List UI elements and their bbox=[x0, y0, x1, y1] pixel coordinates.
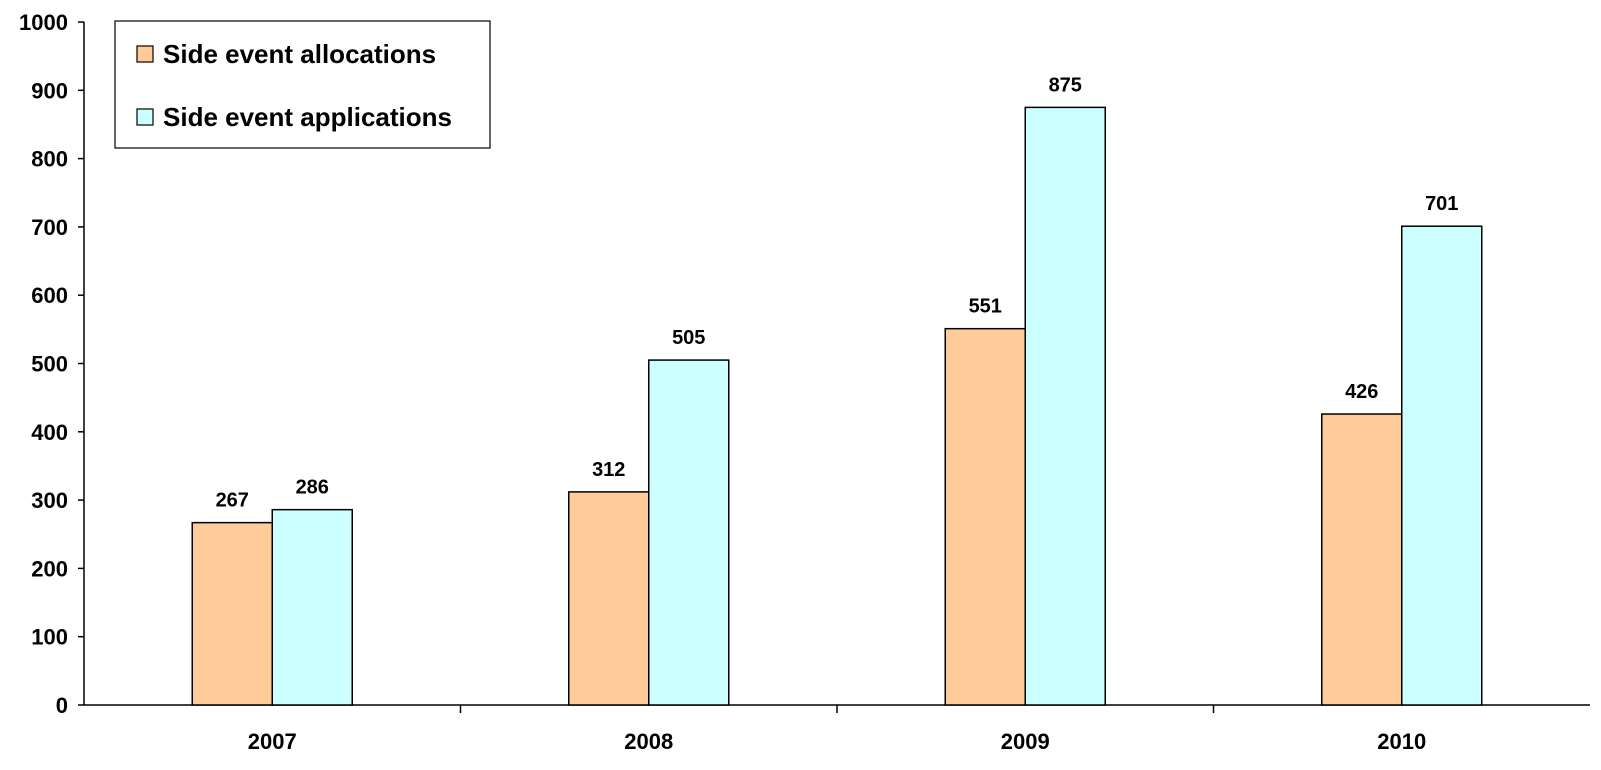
data-label: 551 bbox=[969, 296, 1002, 318]
y-tick-label: 1000 bbox=[19, 10, 68, 35]
bar-series-2-2007 bbox=[271, 508, 353, 706]
y-tick-label: 600 bbox=[31, 283, 68, 308]
x-tick-label: 2010 bbox=[1377, 729, 1426, 754]
y-tick-label: 500 bbox=[31, 352, 68, 377]
y-tick-label: 900 bbox=[31, 78, 68, 103]
data-labels: 267 286 312 505 551 875 426 701 bbox=[216, 74, 1459, 511]
bar-series-2-2009 bbox=[1024, 106, 1106, 706]
x-tick-label: 2007 bbox=[248, 729, 297, 754]
data-label: 267 bbox=[216, 490, 249, 512]
bar-series-1-2010 bbox=[1321, 413, 1403, 706]
legend-box bbox=[114, 20, 491, 149]
bar-series-1-2008 bbox=[568, 491, 650, 706]
bar-series-1-2009 bbox=[944, 327, 1026, 706]
data-label: 701 bbox=[1425, 193, 1458, 215]
data-label: 875 bbox=[1049, 74, 1082, 96]
y-tick-label: 300 bbox=[31, 488, 68, 513]
bars bbox=[191, 106, 1483, 706]
y-tick-label: 700 bbox=[31, 215, 68, 240]
y-tick-label: 400 bbox=[31, 420, 68, 445]
data-label: 426 bbox=[1345, 381, 1378, 403]
y-tick-label: 200 bbox=[31, 556, 68, 581]
data-label: 312 bbox=[592, 459, 625, 481]
legend-label: Side event applications bbox=[163, 102, 452, 132]
y-tick-label: 800 bbox=[31, 147, 68, 172]
data-label: 286 bbox=[296, 477, 329, 499]
bar-series-2-2008 bbox=[648, 359, 730, 706]
x-tick-label: 2009 bbox=[1001, 729, 1050, 754]
data-label: 505 bbox=[672, 327, 705, 349]
legend: Side event allocations Side event applica… bbox=[114, 20, 491, 149]
legend-swatch bbox=[136, 45, 154, 63]
x-tick-label: 2008 bbox=[624, 729, 673, 754]
legend-swatch bbox=[136, 108, 154, 126]
y-tick-label: 0 bbox=[56, 693, 68, 718]
bar-series-1-2007 bbox=[191, 521, 273, 706]
legend-label: Side event allocations bbox=[163, 39, 436, 69]
y-tick-label: 100 bbox=[31, 625, 68, 650]
bar-series-2-2010 bbox=[1401, 225, 1483, 706]
